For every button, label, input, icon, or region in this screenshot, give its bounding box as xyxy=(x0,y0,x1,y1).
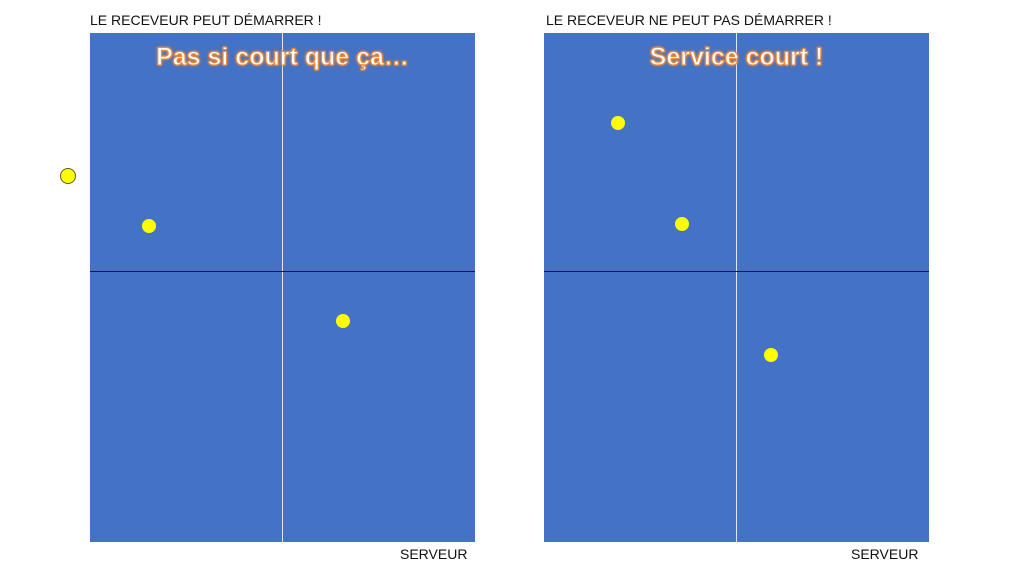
left-court-center-line xyxy=(282,33,283,542)
right-court-net-line xyxy=(544,271,929,272)
right-court-center-line xyxy=(736,33,737,542)
right-court-title: Service court ! xyxy=(649,43,824,71)
right-ball-lower xyxy=(764,348,778,362)
right-panel-caption: LE RECEVEUR NE PEUT PAS DÉMARRER ! xyxy=(546,12,832,28)
left-panel-footer-label: SERVEUR xyxy=(400,546,468,562)
left-ball-lower xyxy=(336,314,350,328)
right-court: Service court ! xyxy=(544,33,929,542)
left-court-net-line xyxy=(90,271,475,272)
right-ball-top xyxy=(611,116,625,130)
left-ball-outside xyxy=(60,168,76,184)
left-court-title: Pas si court que ça… xyxy=(156,43,410,71)
right-ball-middle xyxy=(675,217,689,231)
left-court: Pas si court que ça… xyxy=(90,33,475,542)
left-ball-upper xyxy=(142,219,156,233)
right-panel-footer-label: SERVEUR xyxy=(851,546,919,562)
left-panel-caption: LE RECEVEUR PEUT DÉMARRER ! xyxy=(90,12,322,28)
